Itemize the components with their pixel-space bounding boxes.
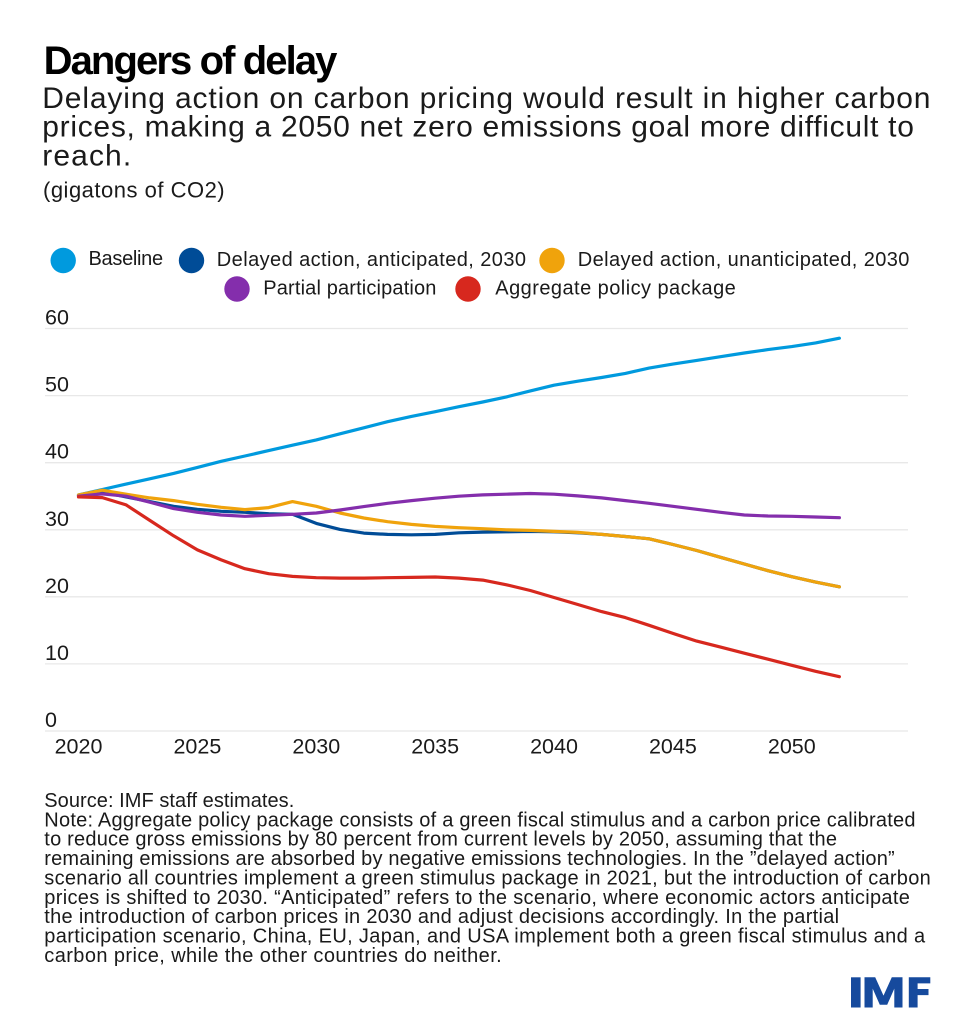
svg-text:60: 60 bbox=[45, 306, 69, 330]
svg-text:the introduction of carbon pri: the introduction of carbon prices in 203… bbox=[44, 906, 839, 928]
svg-text:Baseline: Baseline bbox=[89, 248, 163, 270]
svg-text:prices is shifted to 2030. “An: prices is shifted to 2030. “Anticipated”… bbox=[44, 887, 910, 909]
svg-text:2020: 2020 bbox=[55, 735, 103, 759]
svg-text:10: 10 bbox=[45, 641, 69, 665]
svg-text:(gigatons of CO2): (gigatons of CO2) bbox=[43, 178, 225, 203]
svg-text:40: 40 bbox=[45, 440, 69, 464]
svg-text:remaining emissions are absorb: remaining emissions are absorbed by nega… bbox=[44, 848, 895, 870]
svg-text:20: 20 bbox=[45, 574, 69, 598]
svg-text:Delayed action, unanticipated,: Delayed action, unanticipated, 2030 bbox=[578, 249, 910, 271]
svg-text:Note: Aggregate policy package: Note: Aggregate policy package consists … bbox=[44, 809, 915, 831]
svg-text:0: 0 bbox=[45, 708, 57, 732]
svg-text:2050: 2050 bbox=[768, 735, 816, 759]
svg-text:participation scenario, China,: participation scenario, China, EU, Japan… bbox=[44, 926, 926, 948]
svg-text:Dangers of delay: Dangers of delay bbox=[44, 39, 339, 83]
svg-text:Source: IMF staff estimates.: Source: IMF staff estimates. bbox=[44, 790, 294, 812]
svg-text:Delaying action on carbon pric: Delaying action on carbon pricing would … bbox=[42, 82, 931, 115]
svg-text:Delayed action, anticipated, 2: Delayed action, anticipated, 2030 bbox=[217, 249, 527, 271]
svg-text:2040: 2040 bbox=[530, 735, 578, 759]
svg-text:prices, making a 2050 net zero: prices, making a 2050 net zero emissions… bbox=[42, 111, 914, 144]
svg-text:Aggregate policy package: Aggregate policy package bbox=[495, 278, 736, 300]
svg-text:to reduce gross emissions by 8: to reduce gross emissions by 80 percent … bbox=[44, 829, 837, 851]
svg-text:scenario all countries impleme: scenario all countries implement a green… bbox=[44, 867, 931, 889]
svg-text:carbon price, while the other: carbon price, while the other countries … bbox=[44, 945, 502, 967]
svg-text:2035: 2035 bbox=[411, 735, 459, 759]
svg-text:30: 30 bbox=[45, 507, 69, 531]
svg-text:2025: 2025 bbox=[173, 735, 221, 759]
svg-text:2030: 2030 bbox=[292, 735, 340, 759]
svg-text:Partial participation: Partial participation bbox=[263, 278, 436, 300]
svg-text:50: 50 bbox=[45, 373, 69, 397]
svg-text:2045: 2045 bbox=[649, 735, 697, 759]
svg-text:reach.: reach. bbox=[42, 139, 132, 172]
